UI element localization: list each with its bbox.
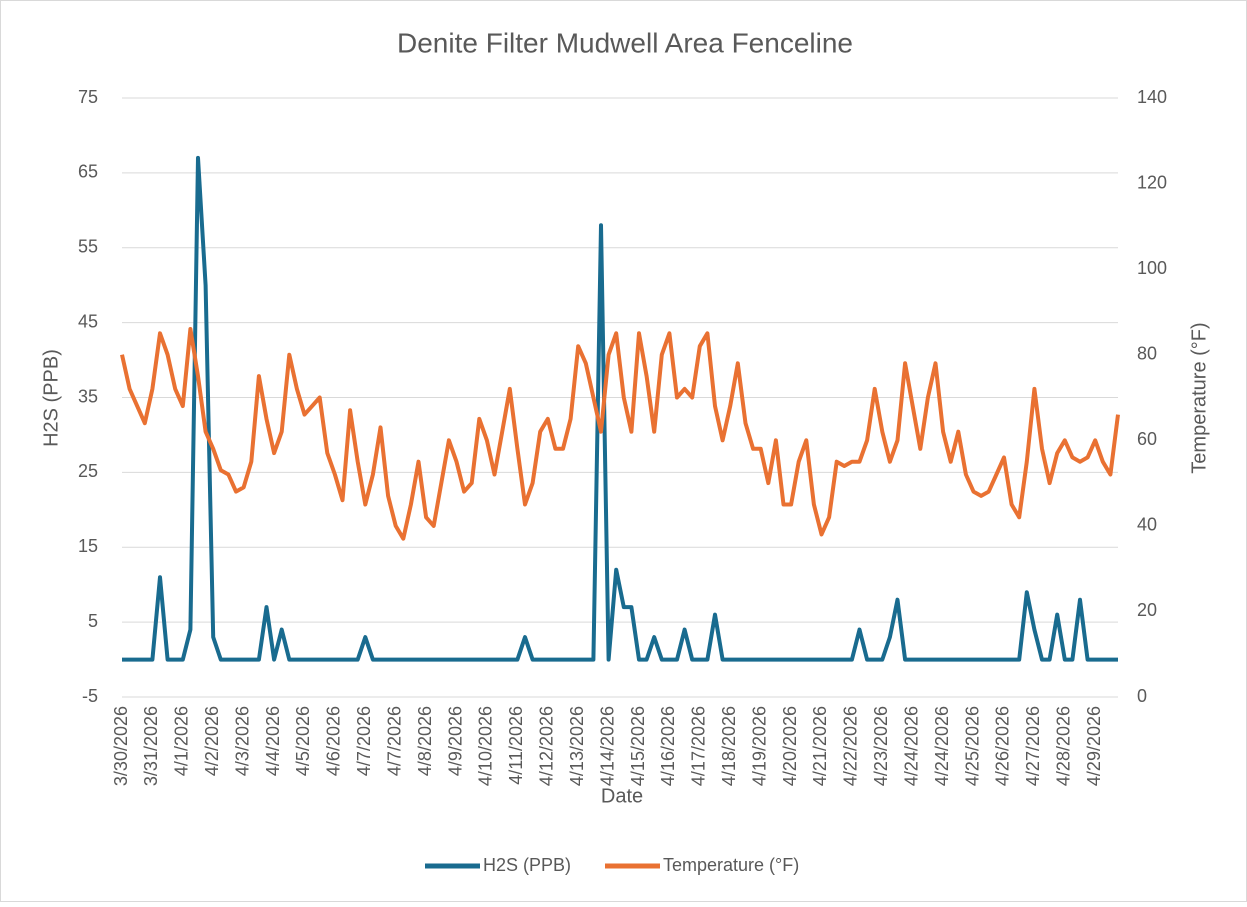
y2-tick-label: 80	[1137, 343, 1157, 363]
x-tick-label: 4/7/2026	[354, 706, 374, 776]
y-tick-label: 25	[78, 461, 98, 481]
x-tick-label: 4/19/2026	[749, 706, 769, 786]
x-tick-label: 4/17/2026	[689, 706, 709, 786]
x-tick-label: 4/27/2026	[1023, 706, 1043, 786]
y-tick-label: 45	[78, 311, 98, 331]
y2-tick-label: 100	[1137, 258, 1167, 278]
x-tick-label: 4/21/2026	[810, 706, 830, 786]
y-tick-label: 75	[78, 87, 98, 107]
x-axis-title: Date	[601, 785, 643, 807]
y-tick-label: 35	[78, 386, 98, 406]
x-tick-label: 4/3/2026	[232, 706, 252, 776]
y2-tick-label: 40	[1137, 515, 1157, 535]
y2-axis-title: Temperature (°F)	[1188, 322, 1210, 473]
x-tick-label: 4/22/2026	[841, 706, 861, 786]
x-tick-label: 4/20/2026	[780, 706, 800, 786]
y-tick-label: 15	[78, 536, 98, 556]
x-tick-label: 4/15/2026	[628, 706, 648, 786]
x-tick-label: 4/6/2026	[324, 706, 344, 776]
y-tick-label: -5	[82, 686, 98, 706]
series-line	[122, 155, 1118, 662]
y2-tick-label: 0	[1137, 686, 1147, 706]
x-tick-label: 4/4/2026	[263, 706, 283, 776]
x-tick-label: 4/25/2026	[962, 706, 982, 786]
x-tick-label: 4/1/2026	[172, 706, 192, 776]
x-tick-label: 4/12/2026	[537, 706, 557, 786]
y2-tick-label: 140	[1137, 87, 1167, 107]
chart-title: Denite Filter Mudwell Area Fenceline	[397, 27, 853, 58]
x-tick-label: 4/29/2026	[1084, 706, 1104, 786]
y2-tick-label: 120	[1137, 172, 1167, 192]
x-tick-label: 4/18/2026	[719, 706, 739, 786]
x-tick-label: 4/24/2026	[901, 706, 921, 786]
y-axis-title: H2S (PPB)	[40, 349, 62, 447]
x-tick-label: 4/8/2026	[415, 706, 435, 776]
legend-label: H2S (PPB)	[483, 855, 571, 875]
x-tick-label: 3/30/2026	[111, 706, 131, 786]
x-tick-label: 4/24/2026	[932, 706, 952, 786]
x-tick-label: 3/31/2026	[141, 706, 161, 786]
x-tick-label: 4/2/2026	[202, 706, 222, 776]
x-tick-label: 4/10/2026	[476, 706, 496, 786]
y2-tick-label: 60	[1137, 429, 1157, 449]
y2-tick-label: 20	[1137, 600, 1157, 620]
x-tick-label: 4/11/2026	[506, 706, 526, 785]
legend-label: Temperature (°F)	[663, 855, 799, 875]
x-tick-label: 4/28/2026	[1054, 706, 1074, 786]
x-tick-label: 4/16/2026	[658, 706, 678, 786]
x-tick-label: 4/9/2026	[445, 706, 465, 776]
x-tick-label: 4/23/2026	[871, 706, 891, 786]
x-tick-label: 4/14/2026	[597, 706, 617, 786]
y-tick-label: 65	[78, 162, 98, 182]
x-tick-label: 4/13/2026	[567, 706, 587, 786]
x-tick-label: 4/5/2026	[293, 706, 313, 776]
y-tick-label: 55	[78, 237, 98, 257]
series-line	[120, 327, 1120, 541]
x-tick-label: 4/26/2026	[993, 706, 1013, 786]
y-tick-label: 5	[88, 611, 98, 631]
x-tick-label: 4/7/2026	[384, 706, 404, 776]
